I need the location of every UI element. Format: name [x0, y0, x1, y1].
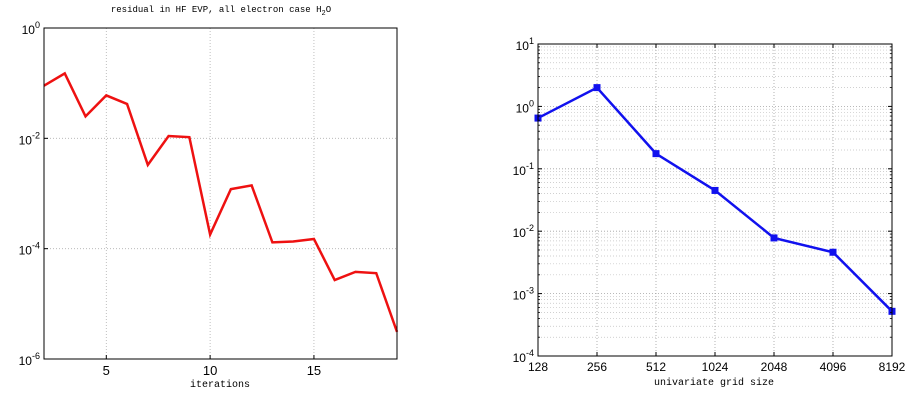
x-tick-label: 256	[587, 360, 607, 374]
data-point-marker	[593, 84, 601, 92]
x-axis-label: iterations	[190, 379, 250, 391]
y-tick-label: 100	[22, 20, 40, 37]
y-tick-label: 10-2	[513, 223, 534, 240]
x-tick-label: 15	[307, 363, 321, 378]
data-point-marker	[652, 150, 660, 158]
y-tick-label: 10-3	[513, 286, 534, 303]
x-axis-label: univariate grid size	[654, 377, 774, 389]
y-tick-label: 10-4	[19, 241, 40, 258]
x-tick-label: 5	[103, 363, 110, 378]
y-tick-label: 100	[516, 98, 534, 115]
y-tick-label: 10-1	[513, 161, 534, 178]
series-residual	[43, 71, 399, 333]
y-axis: 101 100 10-1 10-2 10-3 10-4	[513, 36, 892, 365]
x-axis: 128 256 512 1024 2048 4096 8192	[528, 44, 906, 374]
data-point-marker	[770, 234, 778, 242]
data-point-marker	[829, 248, 837, 256]
x-tick-label: 10	[203, 363, 217, 378]
plot-frame	[43, 27, 398, 360]
x-tick-label: 512	[646, 360, 666, 374]
grid	[44, 28, 397, 359]
x-tick-label: 1024	[702, 360, 729, 374]
grid-size-chart: 128 256 512 1024 2048 4096 8192 101 100 10-1 10-2…	[513, 36, 906, 389]
x-tick-label: 2048	[761, 360, 788, 374]
y-tick-label: 10-4	[513, 348, 534, 365]
series-line	[43, 71, 399, 333]
x-axis: 5 10 15	[103, 355, 321, 378]
y-axis: 100 10-2 10-4 10-6	[19, 20, 48, 368]
residual-chart: residual in HF EVP, all electron case H2…	[19, 5, 399, 391]
series-grid-error	[534, 84, 896, 315]
x-tick-label: 128	[528, 360, 548, 374]
y-tick-label: 10-2	[19, 130, 40, 147]
series-line	[537, 86, 893, 313]
y-tick-label: 10-6	[19, 351, 40, 368]
y-tick-label: 101	[516, 36, 534, 53]
x-tick-label: 8192	[879, 360, 906, 374]
data-point-marker	[711, 186, 719, 194]
chart-title: residual in HF EVP, all electron case H2…	[111, 5, 331, 18]
x-tick-label: 4096	[820, 360, 847, 374]
